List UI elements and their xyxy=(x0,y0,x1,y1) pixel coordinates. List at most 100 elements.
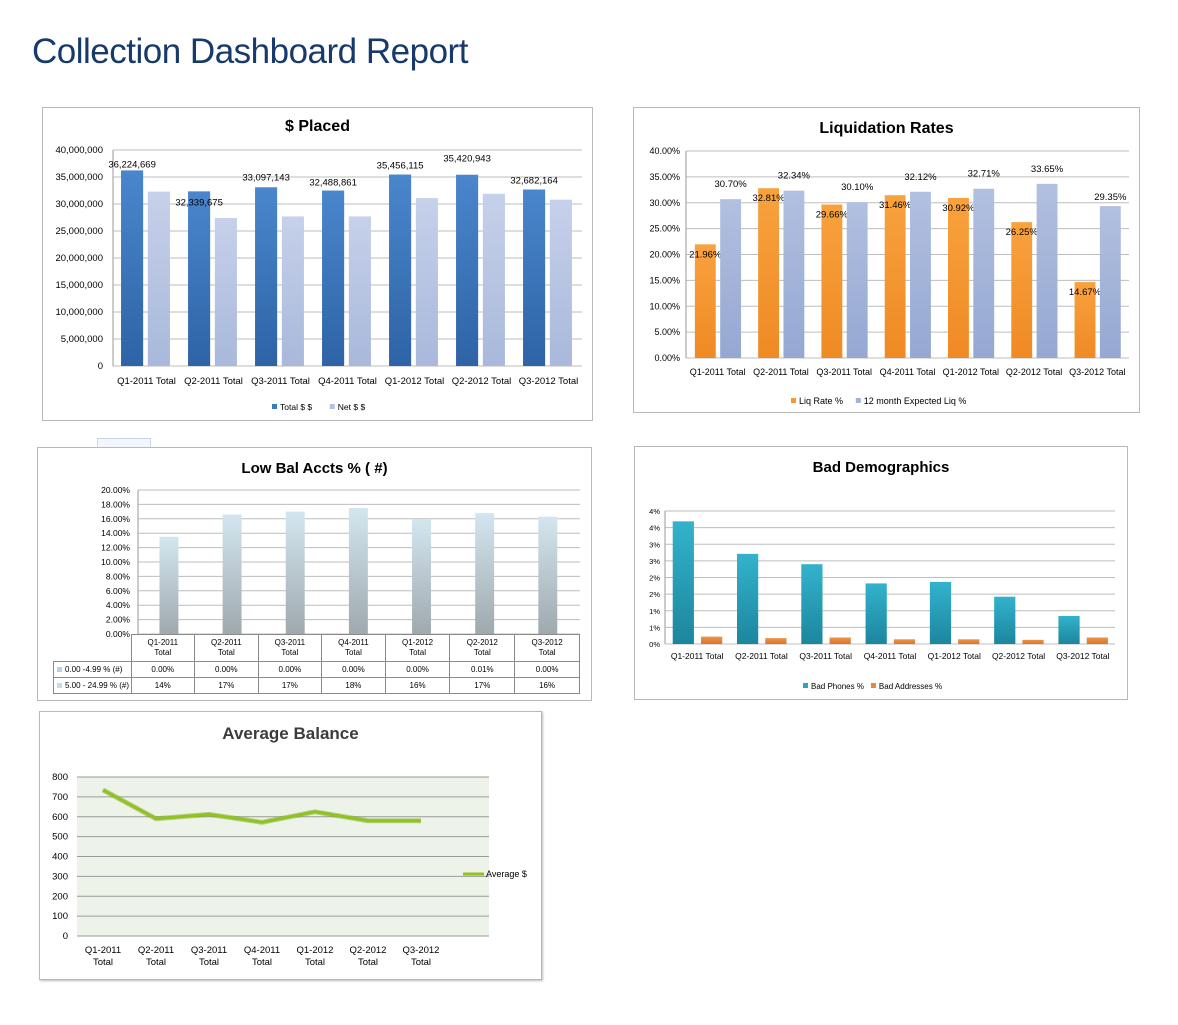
bar xyxy=(188,191,211,366)
y-tick-label: 35,000,000 xyxy=(55,172,103,183)
x-tick-label: Q3-2011 Total xyxy=(799,651,852,661)
legend-label: Bad Addresses % xyxy=(879,682,942,691)
y-tick-label: 0.00% xyxy=(106,629,131,639)
table-row: 5.00 - 24.99 % (#) 14% 17% 17% 18% 16% 1… xyxy=(53,677,580,694)
y-tick-label: 500 xyxy=(52,832,68,843)
y-tick-label: 300 xyxy=(52,871,68,882)
lowbal-chart-panel: Low Bal Accts % ( #) 0.00% 2.00% 4.00% 6.00… xyxy=(37,447,592,701)
y-tick-label: 35.00% xyxy=(649,172,680,182)
legend-swatch xyxy=(870,683,876,688)
table-cell: 0.00% xyxy=(514,661,580,678)
bar xyxy=(389,174,412,366)
bar xyxy=(322,190,345,366)
data-label: 33.65% xyxy=(1031,164,1064,175)
y-tick-label: 400 xyxy=(52,852,68,863)
legend-swatch xyxy=(57,667,62,673)
x-tick-label: Q3-2012 Total xyxy=(1069,367,1125,377)
bar xyxy=(801,564,823,644)
bar xyxy=(994,596,1016,644)
x-tick-label: Q2-2011 Total xyxy=(753,367,809,377)
bar xyxy=(255,187,278,366)
bar xyxy=(1099,206,1121,358)
decorative-tab xyxy=(97,438,151,449)
chart-title: Bad Demographics xyxy=(812,459,950,476)
legend-label: Total $ $ xyxy=(280,402,312,412)
bar xyxy=(475,513,495,634)
y-tick-label: 700 xyxy=(52,792,68,803)
x-tick-label: Q1-2011 Total xyxy=(117,376,176,387)
data-label: 33,097,143 xyxy=(242,172,290,183)
y-tick-label: 20,000,000 xyxy=(55,253,103,264)
bar xyxy=(1086,637,1108,644)
table-cell: 14% xyxy=(130,677,196,694)
bar xyxy=(893,639,916,644)
bar xyxy=(281,216,304,366)
bar xyxy=(829,637,851,644)
y-tick-label: 3% xyxy=(649,557,660,566)
y-tick-label: 6.00% xyxy=(106,586,131,596)
x-tick-label: Total xyxy=(358,957,378,968)
y-tick-label: 12.00% xyxy=(101,543,130,553)
series-legend-cell: 0.00 -4.99 % (#) xyxy=(53,661,132,678)
x-tick-label: Q2-2012 xyxy=(350,945,387,956)
y-tick-label: 40,000,000 xyxy=(55,145,103,156)
x-tick-label: Q1-2011 xyxy=(85,945,121,956)
y-tick-label: 1% xyxy=(649,623,660,632)
y-tick-label: 4% xyxy=(649,524,660,533)
page-title: Collection Dashboard Report xyxy=(32,32,468,71)
table-cell: 0.01% xyxy=(449,661,516,678)
data-label: 32,339,675 xyxy=(175,197,223,208)
bar xyxy=(482,193,505,366)
bad-demographics-chart: 0% 1% 1% 2% 2% 3% 3% 4% 4% Q1-2011 Total Q2-2011 T… xyxy=(649,507,1115,691)
x-tick-label: Q1-2012 Total xyxy=(385,376,445,387)
legend-label: Average $ xyxy=(486,869,527,879)
x-tick-label: Q4-2011 Total xyxy=(864,651,917,661)
x-tick-label: Q1-2012 Total xyxy=(943,367,999,377)
legend-label: 12 month Expected Liq % xyxy=(864,396,967,406)
legend-swatch xyxy=(803,683,808,688)
data-label: 35,456,115 xyxy=(377,161,424,172)
bad-demographics-chart-panel: Bad Demographics 0% 1% 1% 2% 2% 3% 3% 4% 4% Q1-20… xyxy=(634,446,1128,700)
bar xyxy=(1022,639,1044,644)
legend-label: Liq Rate % xyxy=(799,396,843,406)
table-cell: 0.00% xyxy=(384,661,451,678)
bar xyxy=(549,199,572,366)
data-label: 32,682,164 xyxy=(510,176,558,187)
data-label: 29.66% xyxy=(816,210,849,221)
y-tick-label: 3% xyxy=(649,540,660,549)
bar xyxy=(415,198,438,366)
table-cell: 0.00% xyxy=(194,661,259,678)
data-label: 21.96% xyxy=(689,249,722,260)
y-tick-label: 2% xyxy=(649,590,660,599)
bar xyxy=(720,199,742,358)
bar xyxy=(884,195,906,358)
bar xyxy=(865,583,887,644)
data-label: 32.81% xyxy=(752,193,785,204)
x-tick-label: Total xyxy=(252,957,272,968)
table-row: 0.00 -4.99 % (#) 0.00% 0.00% 0.00% 0.00%… xyxy=(53,661,580,678)
bar xyxy=(672,521,694,644)
y-tick-label: 15,000,000 xyxy=(55,280,103,291)
placed-chart-panel: $ Placed 0 5,000,000 10,000,000 15,000,000 2… xyxy=(42,107,593,421)
data-label: 14.67% xyxy=(1069,287,1102,298)
y-tick-label: 10.00% xyxy=(101,557,130,567)
y-tick-label: 2% xyxy=(649,574,660,583)
bar xyxy=(348,216,371,366)
y-tick-label: 18.00% xyxy=(101,499,130,509)
x-tick-label: Q4-2011 xyxy=(244,945,280,956)
x-tick-label: Q1-2011 Total xyxy=(671,651,724,661)
bar xyxy=(701,636,723,644)
y-tick-label: 8.00% xyxy=(106,571,131,581)
legend-swatch xyxy=(329,404,335,409)
bar xyxy=(910,191,931,358)
x-tick-label: Q2-2011 Total xyxy=(184,376,243,387)
x-tick-label: Q3-2012 Total xyxy=(519,376,579,387)
bar xyxy=(958,639,980,644)
bar xyxy=(846,202,868,358)
lowbal-data-table: Q1-2011 Total Q2-2011 Total Q3-2011 Total Q… xyxy=(53,634,580,694)
bar xyxy=(694,244,716,358)
data-label: 32.71% xyxy=(968,169,1001,180)
legend-label: Bad Phones % xyxy=(811,682,864,691)
table-header-cell: Q3-2012 Total xyxy=(514,634,580,662)
data-label: 32,488,861 xyxy=(309,178,357,189)
